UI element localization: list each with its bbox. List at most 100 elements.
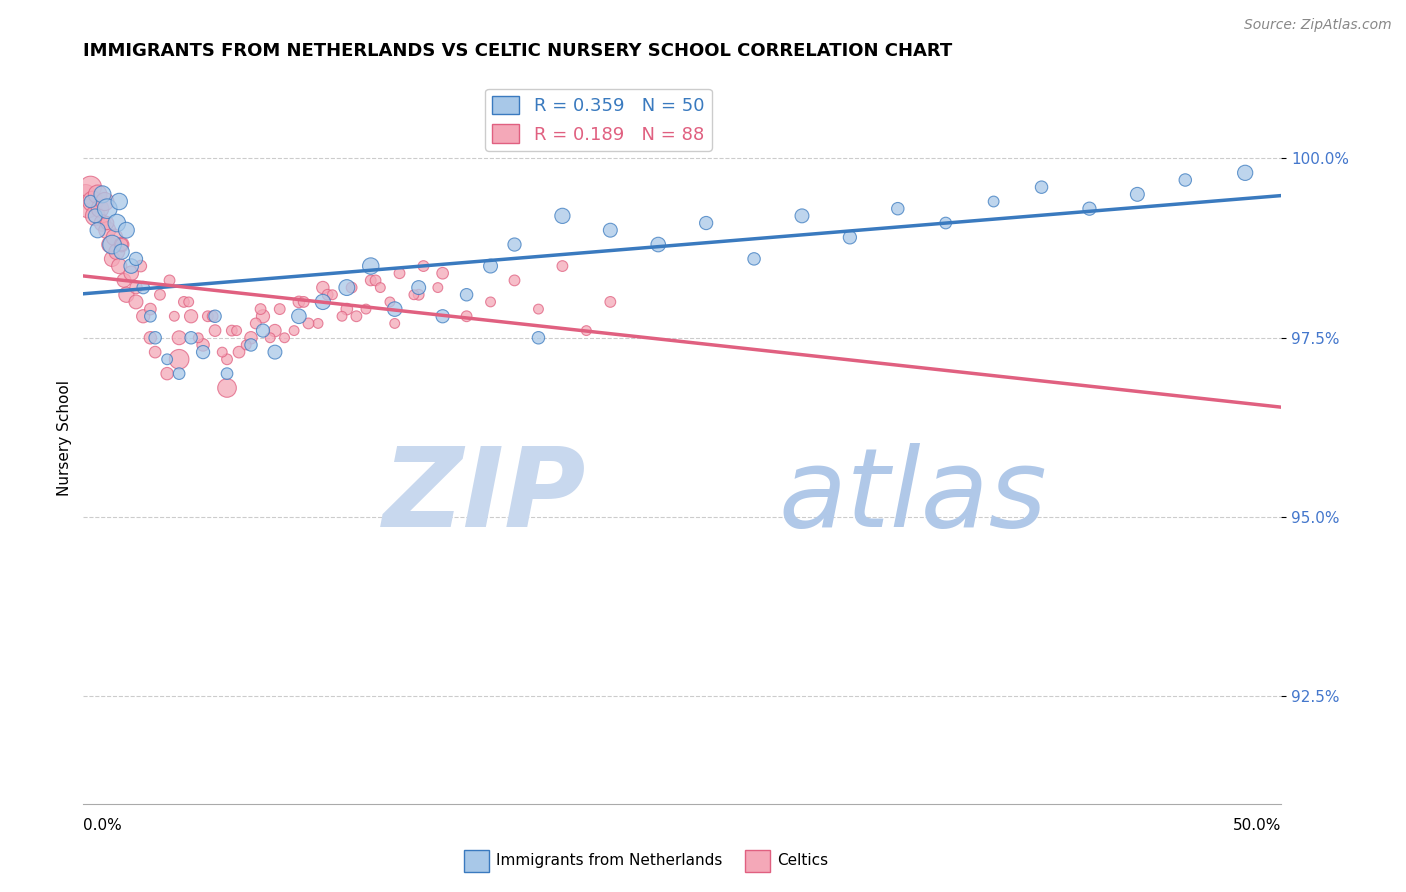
Point xyxy=(288,294,311,309)
Point xyxy=(360,273,382,287)
Point xyxy=(336,280,359,294)
Point xyxy=(111,237,134,252)
Point xyxy=(479,259,502,273)
Point xyxy=(479,294,502,309)
Point xyxy=(221,324,243,338)
Point xyxy=(240,338,263,352)
Point xyxy=(412,259,434,273)
Point xyxy=(180,331,202,345)
Point xyxy=(215,381,238,395)
Point xyxy=(321,287,343,301)
Point xyxy=(354,302,377,317)
Point xyxy=(156,352,179,367)
Point xyxy=(101,252,124,266)
Point xyxy=(575,324,598,338)
Text: ZIP: ZIP xyxy=(382,443,586,550)
Point xyxy=(384,317,406,331)
Point xyxy=(695,216,717,230)
Point xyxy=(163,310,186,324)
Text: atlas: atlas xyxy=(778,443,1046,550)
Point xyxy=(408,287,430,301)
Point xyxy=(426,280,449,294)
Point xyxy=(235,338,257,352)
Point xyxy=(167,352,190,367)
Point xyxy=(167,331,190,345)
Point xyxy=(108,194,131,209)
Point xyxy=(252,324,274,338)
Point xyxy=(204,324,226,338)
Point xyxy=(336,302,359,317)
Point xyxy=(408,280,430,294)
Text: Celtics: Celtics xyxy=(778,853,828,868)
Point xyxy=(245,317,267,331)
Point xyxy=(96,216,118,230)
Text: Source: ZipAtlas.com: Source: ZipAtlas.com xyxy=(1244,18,1392,32)
Point xyxy=(111,237,134,252)
Point xyxy=(340,280,363,294)
Point xyxy=(159,273,181,287)
Point xyxy=(1078,202,1101,216)
Point xyxy=(101,237,124,252)
Point xyxy=(149,287,172,301)
Point xyxy=(177,294,200,309)
Point xyxy=(456,287,478,301)
Point xyxy=(456,310,478,324)
Point xyxy=(312,280,335,294)
Text: 0.0%: 0.0% xyxy=(83,818,122,833)
Point xyxy=(187,331,209,345)
Point xyxy=(84,209,107,223)
Point xyxy=(105,244,128,259)
Point xyxy=(132,310,155,324)
Point xyxy=(120,266,142,280)
Point xyxy=(269,302,291,317)
Point xyxy=(503,273,526,287)
Point xyxy=(316,287,339,301)
Point xyxy=(983,194,1005,209)
Point xyxy=(86,223,108,237)
Point xyxy=(599,223,621,237)
Point xyxy=(120,259,142,273)
Point xyxy=(364,273,387,287)
Text: Immigrants from Netherlands: Immigrants from Netherlands xyxy=(496,853,723,868)
Point xyxy=(307,317,329,331)
Point xyxy=(167,367,190,381)
Point xyxy=(273,331,295,345)
Point xyxy=(204,310,226,324)
Point xyxy=(75,187,97,202)
Point xyxy=(378,294,401,309)
Point xyxy=(112,273,135,287)
Point xyxy=(887,202,910,216)
Point xyxy=(225,324,247,338)
Point xyxy=(599,294,621,309)
Point xyxy=(115,287,138,301)
Point xyxy=(790,209,813,223)
Point xyxy=(288,310,311,324)
Y-axis label: Nursery School: Nursery School xyxy=(58,380,72,496)
Point xyxy=(551,209,574,223)
Point xyxy=(139,331,162,345)
Point xyxy=(94,194,117,209)
Point xyxy=(249,302,271,317)
Point xyxy=(838,230,860,244)
Point xyxy=(191,345,214,359)
Point xyxy=(527,302,550,317)
Point xyxy=(742,252,765,266)
Legend: R = 0.359   N = 50, R = 0.189   N = 88: R = 0.359 N = 50, R = 0.189 N = 88 xyxy=(485,89,711,151)
Point xyxy=(96,223,118,237)
Point xyxy=(384,302,406,317)
Point xyxy=(201,310,224,324)
Point xyxy=(240,331,263,345)
Point xyxy=(211,345,233,359)
Point xyxy=(143,345,166,359)
Text: IMMIGRANTS FROM NETHERLANDS VS CELTIC NURSERY SCHOOL CORRELATION CHART: IMMIGRANTS FROM NETHERLANDS VS CELTIC NU… xyxy=(83,42,952,60)
Point xyxy=(330,310,353,324)
Point xyxy=(103,230,125,244)
Point xyxy=(360,259,382,273)
Point xyxy=(82,194,104,209)
Point xyxy=(402,287,425,301)
Point xyxy=(84,209,107,223)
Point xyxy=(105,216,128,230)
Point xyxy=(1174,173,1197,187)
Point xyxy=(259,331,281,345)
Point xyxy=(1031,180,1053,194)
